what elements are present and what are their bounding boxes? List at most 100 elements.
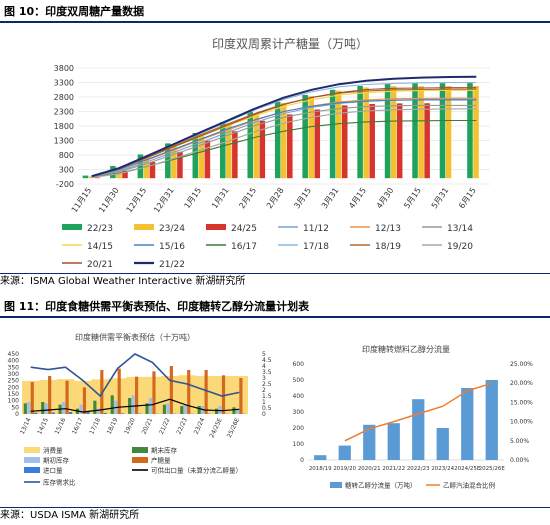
x-tick-label: 2月28 bbox=[265, 186, 286, 210]
y2-tick-label: 2 bbox=[262, 387, 266, 394]
legend-label: 期末库存 bbox=[151, 446, 178, 455]
y-tick-label: 400 bbox=[293, 393, 305, 400]
bar-22-23 bbox=[329, 89, 336, 179]
bar-22-23 bbox=[274, 101, 281, 179]
x-tick-label: 3月31 bbox=[320, 186, 341, 210]
y-tick-label: 3300 bbox=[54, 79, 74, 88]
legend-swatch bbox=[330, 482, 342, 488]
legend-label: 16/17 bbox=[231, 242, 257, 252]
bar-23-24 bbox=[445, 85, 452, 179]
bar-22-23 bbox=[192, 132, 199, 179]
y-tick-label: 2800 bbox=[54, 93, 74, 102]
bar-series-0 bbox=[180, 406, 184, 414]
bar-24-25 bbox=[94, 177, 101, 179]
legend-label: 可供出口量（未算分流乙醇量） bbox=[151, 466, 242, 475]
bar-series-1 bbox=[27, 402, 31, 414]
bar-series-2 bbox=[65, 380, 69, 414]
y-tick-label: 300 bbox=[8, 371, 20, 378]
x-tick-label: 22/23 bbox=[175, 417, 189, 436]
line-15-16 bbox=[91, 99, 477, 178]
x-tick-label: 4月15 bbox=[347, 186, 368, 210]
bar-24-25 bbox=[177, 151, 183, 179]
figure-11-bottom-rule bbox=[0, 507, 550, 508]
y2-tick-label: 0.00% bbox=[510, 457, 529, 464]
bar-22-23 bbox=[467, 83, 473, 179]
x-tick-label: 5月31 bbox=[430, 186, 451, 210]
bar-22-23 bbox=[357, 85, 363, 179]
y2-tick-label: 15.00% bbox=[510, 399, 533, 406]
figure-10-bottom-rule bbox=[0, 273, 550, 274]
line-series-0 bbox=[30, 398, 240, 413]
bar-24-25 bbox=[232, 131, 238, 179]
line-20-21 bbox=[91, 87, 477, 178]
fig10-chart: 印度双周累计产糖量（万吨） -200 300 800 1300 1800 2300 2800 3… bbox=[54, 36, 490, 270]
bar-series-2 bbox=[82, 387, 87, 414]
y-tick-label: 500 bbox=[293, 377, 305, 384]
figure-11-source: 来源：USDA ISMA 新湖研究所 bbox=[0, 510, 140, 521]
x-tick-label: 2023/24 bbox=[431, 466, 454, 472]
bar-series-3 bbox=[121, 413, 125, 414]
y2-tick-label: 4.5 bbox=[262, 357, 272, 364]
bar-ethanol-diversion bbox=[387, 423, 400, 460]
legend-swatch bbox=[134, 224, 154, 230]
bar-series-2 bbox=[221, 375, 226, 414]
y2-tick-label: 5.00% bbox=[510, 438, 529, 445]
y2-tick-label: 3.5 bbox=[262, 369, 272, 376]
figure-11-rule bbox=[0, 316, 550, 318]
legend-label: 19/20 bbox=[447, 242, 473, 252]
x-tick-label: 2019/20 bbox=[333, 466, 356, 472]
figure-11-caption: 图 11：印度食糖供需平衡表预估、印度糖转乙醇分流量计划表 bbox=[4, 300, 310, 313]
x-tick-label: 23/24 bbox=[193, 417, 207, 436]
bar-series-0 bbox=[110, 395, 114, 414]
bar-series-1 bbox=[148, 398, 153, 414]
bar-series-3 bbox=[34, 412, 38, 414]
legend-label: 17/18 bbox=[303, 242, 329, 252]
legend-label: 12/13 bbox=[375, 224, 401, 234]
y-tick-label: 3800 bbox=[54, 64, 74, 73]
bar-series-1 bbox=[166, 403, 170, 414]
bar-22-23 bbox=[137, 154, 144, 179]
bar-24-25 bbox=[149, 161, 156, 179]
x-tick-label: 24/25E bbox=[208, 417, 223, 439]
bar-series-3 bbox=[51, 412, 55, 414]
y2-tick-label: 1.5 bbox=[262, 393, 272, 400]
bar-series-2 bbox=[152, 371, 156, 414]
x-tick-label: 4月30 bbox=[375, 186, 396, 210]
fig11-left-chart: 印度糖供需平衡表预估（十万吨）0501001502002503003504004… bbox=[8, 332, 272, 487]
y-tick-label: 600 bbox=[293, 361, 305, 368]
line-blend-ratio bbox=[344, 382, 493, 442]
bar-series-0 bbox=[23, 403, 27, 414]
bar-series-3 bbox=[103, 412, 107, 414]
bar-23-24 bbox=[308, 96, 314, 179]
bar-series-2 bbox=[169, 366, 173, 414]
bar-series-1 bbox=[218, 406, 222, 414]
x-tick-label: 12月31 bbox=[152, 186, 176, 214]
legend-label: 库存需求比 bbox=[43, 478, 76, 487]
bar-24-25 bbox=[287, 114, 293, 179]
figure-10-source: 来源：ISMA Global Weather Interactive 新湖研究所 bbox=[0, 276, 246, 287]
fig11-right-chart: 印度糖转燃料乙醇分流量 0 100 200 300 400 500 600 0.00% 5.00%… bbox=[293, 344, 534, 490]
bar-series-0 bbox=[93, 400, 97, 414]
y-tick-label: 300 bbox=[59, 166, 74, 175]
bar-series-0 bbox=[145, 403, 149, 414]
bar-ethanol-diversion bbox=[461, 388, 474, 460]
legend-label: 20/21 bbox=[87, 260, 113, 270]
y2-tick-label: 2.5 bbox=[262, 381, 272, 388]
bar-24-25 bbox=[369, 103, 375, 179]
x-tick-label: 3月15 bbox=[292, 186, 313, 210]
y-tick-label: 1800 bbox=[54, 122, 74, 131]
y2-tick-label: 0.5 bbox=[262, 405, 272, 412]
legend-swatch bbox=[62, 224, 82, 230]
x-tick-label: 15/16 bbox=[54, 417, 68, 436]
y-tick-label: 300 bbox=[293, 409, 305, 416]
bar-series-3 bbox=[68, 412, 73, 414]
legend-label: 15/16 bbox=[159, 242, 185, 252]
x-tick-label: 17/18 bbox=[88, 417, 102, 436]
bar-23-24 bbox=[171, 144, 177, 179]
y2-tick-label: 4 bbox=[262, 363, 266, 370]
y2-tick-label: 25.00% bbox=[510, 361, 533, 368]
legend-label: 23/24 bbox=[159, 224, 185, 234]
x-tick-label: 11月30 bbox=[97, 186, 121, 214]
line-13-14 bbox=[91, 104, 477, 178]
bar-24-25 bbox=[314, 109, 321, 179]
